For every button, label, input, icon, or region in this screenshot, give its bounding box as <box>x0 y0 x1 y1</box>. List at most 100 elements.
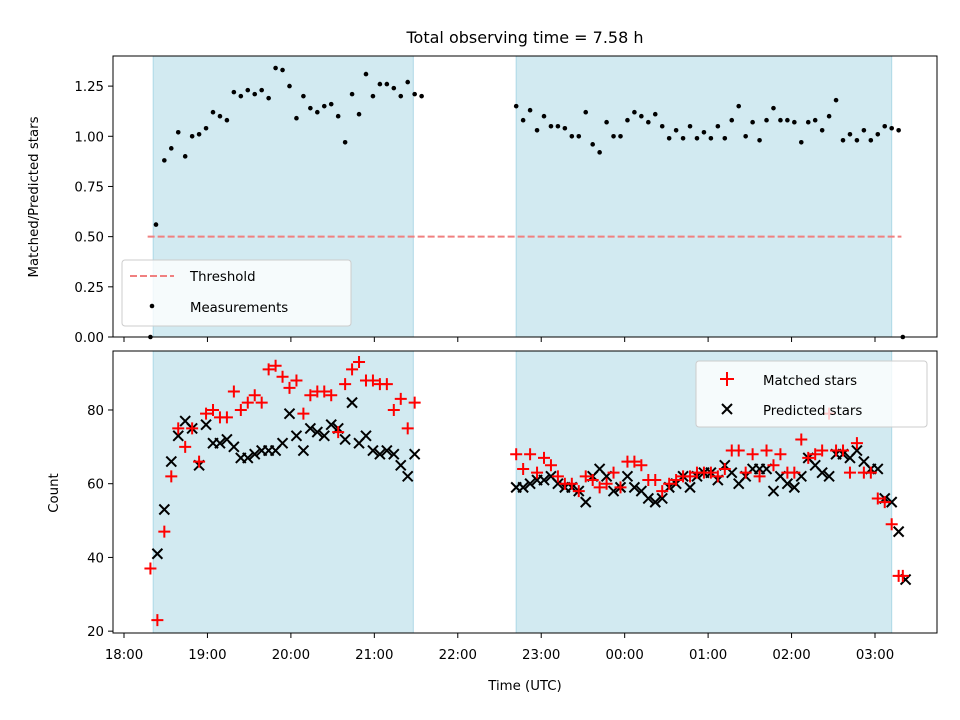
matched-star-point <box>408 396 421 409</box>
matched-star-point <box>380 378 393 391</box>
measurement-point <box>618 133 623 139</box>
matched-star-point <box>732 444 745 457</box>
matched-star-point <box>663 477 676 490</box>
predicted-star-point <box>283 407 296 420</box>
measurement-point <box>750 119 755 125</box>
measurement-point <box>743 133 748 139</box>
measurement-point <box>356 111 362 117</box>
measurement-point <box>708 135 714 141</box>
count-points <box>144 356 912 627</box>
matched-star-point <box>878 496 891 509</box>
legend-measurements-swatch <box>149 303 155 309</box>
measurement-point <box>792 119 797 125</box>
predicted-star-point <box>325 419 337 431</box>
predicted-star-point <box>304 422 317 435</box>
y-tick-label: 0.50 <box>74 231 104 246</box>
matched-star-point <box>593 481 606 494</box>
legend-matched-label: Matched stars <box>763 374 857 389</box>
measurement-point <box>321 103 327 109</box>
top-plot-frame <box>112 55 938 338</box>
predicted-star-point <box>339 433 351 446</box>
legend-threshold-label: Threshold <box>189 270 256 285</box>
measurement-point <box>889 125 894 131</box>
measurement-point <box>287 83 292 89</box>
measurement-point <box>569 133 575 139</box>
measurement-point <box>328 101 334 107</box>
predicted-star-point <box>200 419 212 431</box>
y-tick-label: 1.25 <box>74 80 104 95</box>
measurement-point <box>666 135 672 141</box>
matched-star-point <box>151 614 164 627</box>
matched-star-point <box>220 411 233 424</box>
measurement-point <box>562 125 568 131</box>
matched-star-point <box>227 385 240 398</box>
shaded-interval-1 <box>152 350 414 634</box>
measurement-point <box>252 91 258 97</box>
y-tick-label: 40 <box>87 551 104 566</box>
matched-star-point <box>816 444 829 457</box>
measurement-point <box>245 87 251 93</box>
matched-star-point <box>332 426 345 439</box>
measurement-point <box>785 117 790 123</box>
predicted-star-point <box>552 477 564 490</box>
predicted-star-point <box>816 466 828 479</box>
matched-star-point <box>241 396 254 409</box>
matched-star-point <box>510 448 523 461</box>
measurement-point <box>196 131 202 137</box>
predicted-star-point <box>781 477 794 490</box>
measurement-point <box>217 113 223 119</box>
matched-star-point <box>656 485 669 498</box>
measurement-point <box>384 81 390 87</box>
measurement-point <box>868 138 874 143</box>
matched-star-point <box>193 455 206 468</box>
predicted-star-point <box>621 470 634 483</box>
measurement-point <box>273 65 278 71</box>
predicted-star-point <box>767 485 780 497</box>
matched-star-point <box>753 470 766 483</box>
x-tick-label: 23:00 <box>522 648 560 663</box>
matched-star-point <box>864 466 877 479</box>
measurement-point <box>224 117 230 123</box>
predicted-star-point <box>360 430 372 442</box>
measurement-point <box>611 133 616 139</box>
matched-star-point <box>200 407 213 420</box>
measurement-point <box>680 135 686 141</box>
matched-star-point <box>283 381 296 394</box>
matched-star-point <box>207 403 220 416</box>
matched-star-point <box>144 562 157 575</box>
predicted-star-point <box>642 492 655 505</box>
bottom-plot-frame <box>112 350 938 634</box>
matched-star-point <box>517 462 530 475</box>
measurement-point <box>687 123 693 129</box>
matched-star-point <box>843 466 856 479</box>
predicted-star-point <box>823 470 835 483</box>
predicted-star-point <box>276 437 289 449</box>
matched-star-point <box>304 389 317 402</box>
matched-star-point <box>234 403 247 416</box>
measurement-point <box>590 142 595 147</box>
measurement-point <box>646 119 651 125</box>
measurement-point <box>659 123 665 129</box>
matched-star-point <box>586 474 599 487</box>
measurement-point <box>349 91 355 97</box>
top-legend-box <box>121 259 352 327</box>
matched-star-point <box>628 455 641 468</box>
measurement-point <box>308 105 313 111</box>
measurement-point <box>861 127 867 133</box>
predicted-star-point <box>214 437 226 449</box>
matched-star-point <box>809 448 822 461</box>
matched-star-point <box>614 481 627 494</box>
measurement-point <box>541 113 547 119</box>
measurement-point <box>398 93 404 99</box>
measurement-point <box>715 123 721 129</box>
measurement-point <box>238 93 244 99</box>
measurement-point <box>625 117 630 123</box>
measurement-point <box>168 146 174 151</box>
measurement-point <box>301 93 306 99</box>
top-x-ticks <box>123 337 876 342</box>
x-tick-label: 22:00 <box>439 648 477 663</box>
measurement-point <box>729 117 735 123</box>
bottom-legend: Matched stars Predicted stars <box>695 360 928 428</box>
top-legend: Threshold Measurements <box>121 259 352 327</box>
